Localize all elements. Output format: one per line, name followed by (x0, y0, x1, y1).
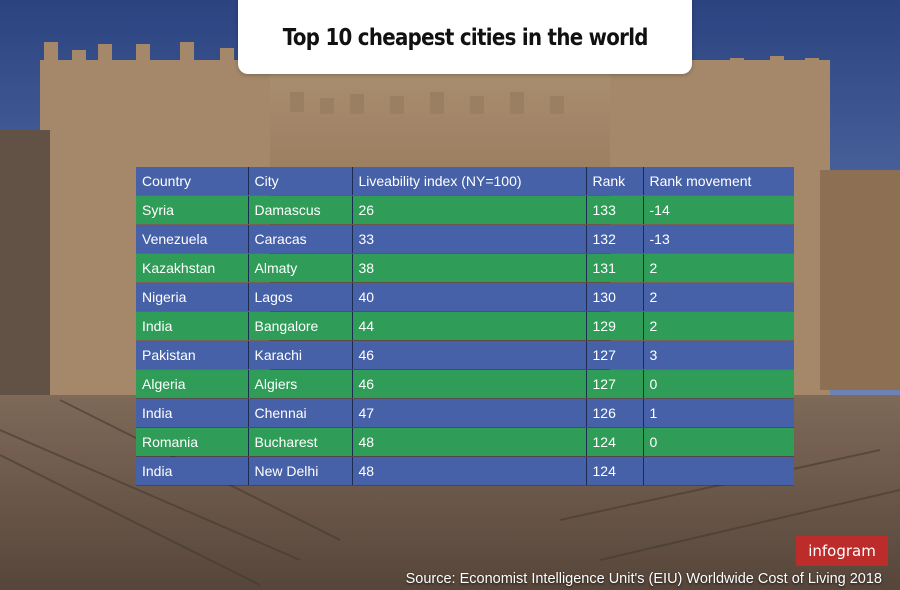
infogram-label: infogram (808, 542, 876, 560)
table-cell: 38 (351, 253, 586, 283)
title-card: Top 10 cheapest cities in the world (238, 0, 692, 74)
data-table-wrapper: Country City Liveability index (NY=100) Ran… (136, 167, 794, 486)
table-cell: India (136, 456, 248, 486)
table-cell: Venezuela (136, 224, 248, 254)
table-cell: 40 (351, 282, 586, 312)
table-cell: 127 (585, 369, 643, 399)
table-cell: -13 (642, 224, 794, 254)
table-row: India New Delhi 48 124 (136, 456, 794, 486)
table-cell: Kazakhstan (136, 253, 248, 283)
table-cell: 47 (351, 398, 586, 428)
table-cell: Almaty (247, 253, 352, 283)
table-row: India Bangalore 44 129 2 (136, 311, 794, 341)
chart-title: Top 10 cheapest cities in the world (282, 25, 648, 51)
table-row: Venezuela Caracas 33 132 -13 (136, 224, 794, 254)
table-cell: 2 (642, 311, 794, 341)
table-cell: Algeria (136, 369, 248, 399)
table-cell: 130 (585, 282, 643, 312)
table-cell: Syria (136, 195, 248, 225)
table-cell: 132 (585, 224, 643, 254)
table-body: Syria Damascus 26 133 -14 Venezuela Caracas 33 1… (136, 195, 794, 486)
infogram-badge[interactable]: infogram (796, 536, 888, 566)
table-row: Pakistan Karachi 46 127 3 (136, 340, 794, 370)
table-cell: Chennai (247, 398, 352, 428)
table-cell: 48 (351, 456, 586, 486)
table-cell: Caracas (247, 224, 352, 254)
table-cell: Pakistan (136, 340, 248, 370)
table-cell: Bucharest (247, 427, 352, 457)
table-cell: Nigeria (136, 282, 248, 312)
table-cell: 133 (585, 195, 643, 225)
table-cell: New Delhi (247, 456, 352, 486)
table-cell: India (136, 311, 248, 341)
table-cell: 1 (642, 398, 794, 428)
table-row: India Chennai 47 126 1 (136, 398, 794, 428)
table-cell: 124 (585, 456, 643, 486)
column-header: Rank (585, 167, 643, 196)
table-header-row: Country City Liveability index (NY=100) Ran… (136, 167, 794, 196)
source-note: Source: Economist Intelligence Unit's (E… (405, 571, 882, 587)
table-cell: Damascus (247, 195, 352, 225)
table-cell: Lagos (247, 282, 352, 312)
table-cell: 44 (351, 311, 586, 341)
table-cell: 129 (585, 311, 643, 341)
data-table: Country City Liveability index (NY=100) Ran… (136, 167, 794, 486)
table-cell: 131 (585, 253, 643, 283)
table-row: Nigeria Lagos 40 130 2 (136, 282, 794, 312)
table-cell: 46 (351, 340, 586, 370)
table-cell: Bangalore (247, 311, 352, 341)
table-cell: 48 (351, 427, 586, 457)
table-cell: 0 (642, 369, 794, 399)
table-cell: 2 (642, 253, 794, 283)
table-cell: 0 (642, 427, 794, 457)
table-cell: 26 (351, 195, 586, 225)
column-header: City (247, 167, 352, 196)
column-header: Rank movement (642, 167, 794, 196)
table-row: Kazakhstan Almaty 38 131 2 (136, 253, 794, 283)
table-cell: 46 (351, 369, 586, 399)
table-row: Syria Damascus 26 133 -14 (136, 195, 794, 225)
table-cell: 126 (585, 398, 643, 428)
table-cell: 33 (351, 224, 586, 254)
column-header: Liveability index (NY=100) (351, 167, 586, 196)
table-cell: Karachi (247, 340, 352, 370)
table-cell: 127 (585, 340, 643, 370)
table-cell: -14 (642, 195, 794, 225)
table-cell (642, 456, 794, 486)
table-row: Algeria Algiers 46 127 0 (136, 369, 794, 399)
table-cell: Algiers (247, 369, 352, 399)
table-cell: 124 (585, 427, 643, 457)
table-cell: 2 (642, 282, 794, 312)
column-header: Country (136, 167, 248, 196)
table-cell: Romania (136, 427, 248, 457)
table-cell: India (136, 398, 248, 428)
table-row: Romania Bucharest 48 124 0 (136, 427, 794, 457)
table-cell: 3 (642, 340, 794, 370)
